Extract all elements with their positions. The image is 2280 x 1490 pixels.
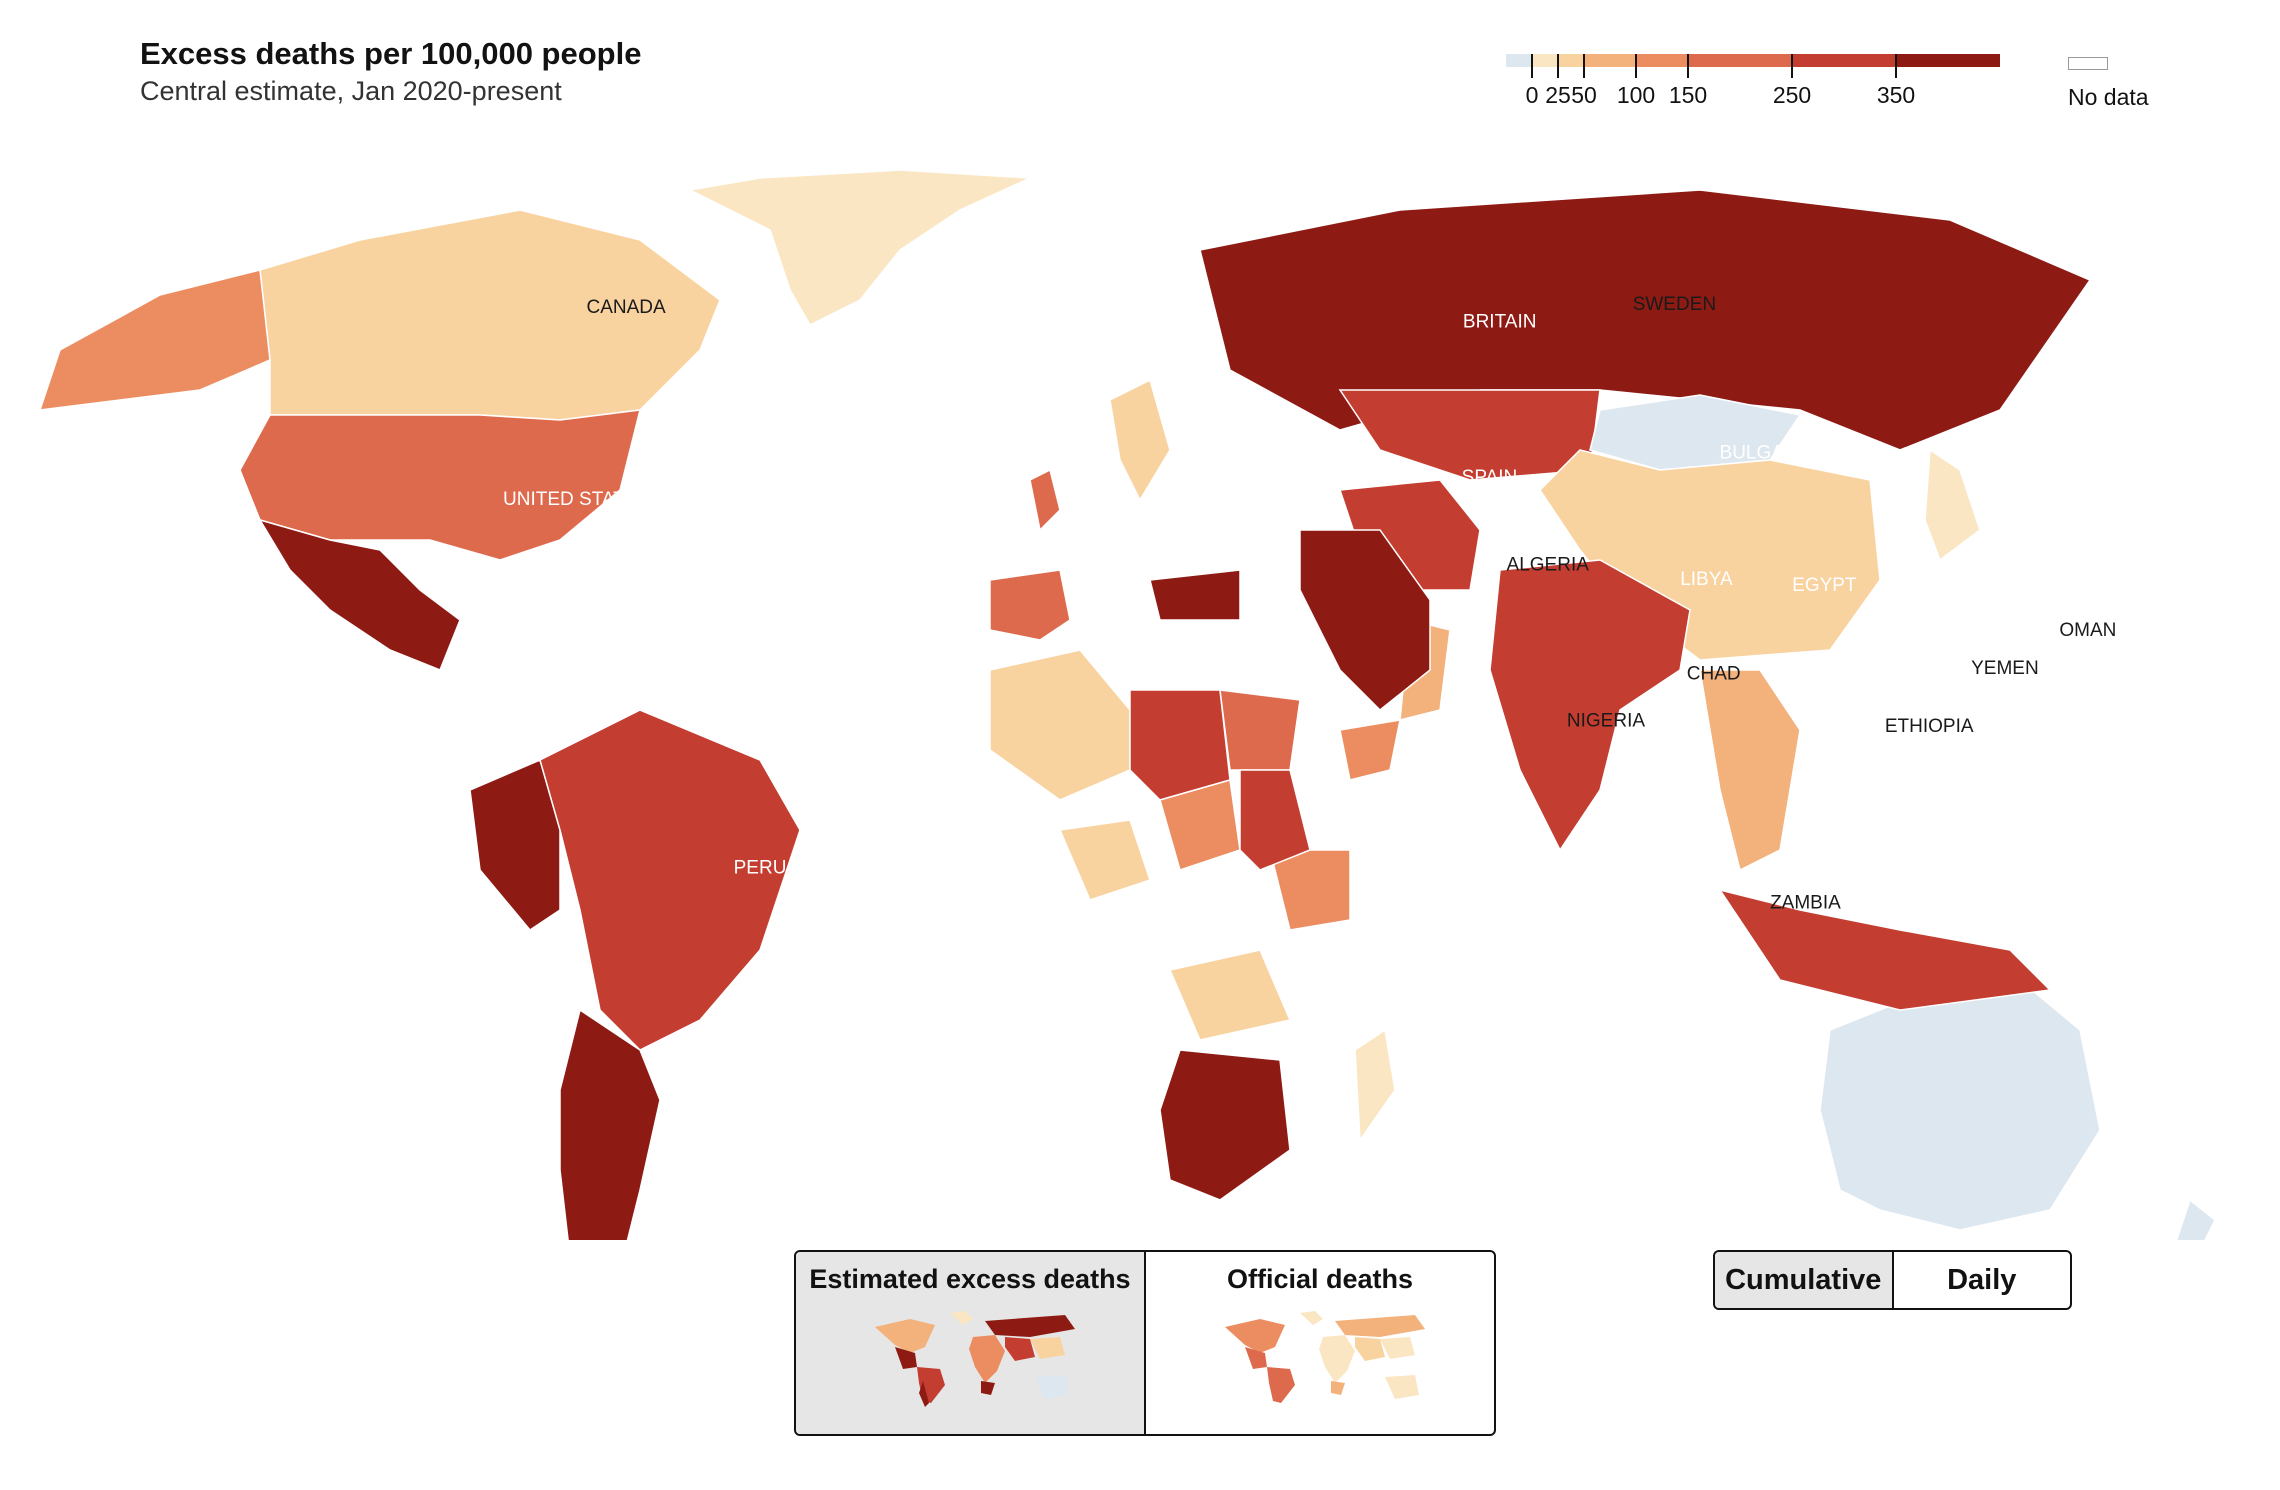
region-argentina[interactable] <box>559 1008 661 1240</box>
legend-tick-150 <box>1687 54 1689 78</box>
region-yemen[interactable] <box>1339 719 1401 781</box>
region-algeria[interactable] <box>989 649 1131 801</box>
legend-swatch-100-to-150 <box>1636 54 1688 67</box>
label-libya: LIBYA <box>1680 569 1733 590</box>
estimated-excess-deaths-option[interactable]: Estimated excess deaths <box>796 1252 1144 1434</box>
label-united-states: UNITED STATES <box>503 489 650 510</box>
region-japan[interactable] <box>1924 448 1981 562</box>
cumulative-option[interactable]: Cumulative <box>1715 1252 1892 1308</box>
region-brazil[interactable] <box>539 709 801 1051</box>
estimated-excess-deaths-label: Estimated excess deaths <box>809 1264 1131 1294</box>
legend-swatch-350-to-450 <box>1896 54 2000 67</box>
region-spain[interactable] <box>989 569 1071 641</box>
label-mexico: MEXICO <box>462 594 537 615</box>
label-chad: CHAD <box>1687 664 1741 685</box>
excess-deaths-thumbnail <box>875 1311 1075 1407</box>
official-deaths-option[interactable]: Official deaths <box>1144 1252 1494 1434</box>
region-britain[interactable] <box>1029 468 1061 532</box>
chart-title: Excess deaths per 100,000 people <box>140 36 642 71</box>
region-india[interactable] <box>1489 559 1691 852</box>
legend-tick-50 <box>1583 54 1585 78</box>
region-alaska[interactable] <box>38 269 271 411</box>
region-sudan[interactable] <box>1239 769 1311 871</box>
map-type-switch: Estimated excess deaths Official deaths <box>794 1250 1496 1436</box>
legend-tick-label-50: 50 <box>1571 82 1597 108</box>
label-kazakhstan: KAZAKHSTAN <box>2078 400 2203 421</box>
legend-tick-label-350: 350 <box>1876 82 1916 108</box>
label-yemen: YEMEN <box>1971 658 2039 679</box>
region-greenland[interactable] <box>687 169 1031 326</box>
legend-swatch-150-to-250 <box>1688 54 1792 67</box>
label-bulgaria: BULGARIA <box>1720 442 1816 463</box>
world-map: RUSSIACANADAUNITED STATESMEXICOPERUBRAZI… <box>38 169 2216 1240</box>
region-madagascar[interactable] <box>1354 1028 1396 1143</box>
legend-swatch--25-to-0 <box>1506 54 1532 67</box>
legend-tick-label-25: 25 <box>1545 82 1571 108</box>
region-china[interactable] <box>1539 449 1881 661</box>
official-deaths-label: Official deaths <box>1226 1264 1414 1294</box>
label-argentina: ARGENTINA <box>871 1086 982 1107</box>
label-zambia: ZAMBIA <box>1770 892 1841 913</box>
region-new-zealand[interactable] <box>2160 1198 2216 1240</box>
label-nigeria: NIGERIA <box>1567 710 1645 731</box>
legend-tick-label-150: 150 <box>1668 82 1708 108</box>
legend-swatch-250-to-350 <box>1792 54 1896 67</box>
time-mode-switch: Cumulative Daily <box>1713 1250 2072 1310</box>
legend-swatch-0-to-25 <box>1532 54 1558 67</box>
legend-tick-350 <box>1895 54 1897 78</box>
region-canada[interactable] <box>259 209 721 421</box>
label-britain: BRITAIN <box>1463 311 1537 332</box>
legend-tick-100 <box>1635 54 1637 78</box>
region-peru[interactable] <box>469 758 561 931</box>
legend-tick-label-0: 0 <box>1525 82 1539 108</box>
legend-swatch-50-to-100 <box>1584 54 1636 67</box>
region-nigeria[interactable] <box>1058 819 1151 901</box>
color-legend: 0 25 50 100 150 250 350 No data <box>1506 54 2149 124</box>
label-iran: IRAN <box>2036 525 2081 546</box>
region-mexico[interactable] <box>258 518 461 671</box>
legend-swatch-25-to-50 <box>1558 54 1584 67</box>
label-brazil: BRAZIL <box>942 870 1009 891</box>
label-canada: CANADA <box>586 297 666 318</box>
region-zambia[interactable] <box>1168 949 1292 1041</box>
legend-tick-label-100: 100 <box>1616 82 1656 108</box>
official-deaths-thumbnail <box>1225 1311 1425 1403</box>
region-libya[interactable] <box>1129 689 1231 801</box>
legend-tick-250 <box>1791 54 1793 78</box>
label-algeria: ALGERIA <box>1507 554 1590 575</box>
label-sweden: SWEDEN <box>1633 294 1716 315</box>
region-sweden[interactable] <box>1109 378 1171 502</box>
daily-option[interactable]: Daily <box>1891 1252 2071 1308</box>
region-egypt[interactable] <box>1219 689 1301 771</box>
label-spain: SPAIN <box>1462 467 1518 488</box>
region-s-africa[interactable] <box>1159 1049 1291 1201</box>
region-australia[interactable] <box>1819 979 2101 1231</box>
legend-tick-25 <box>1557 54 1559 78</box>
region-southeast-asia[interactable] <box>1699 669 1801 872</box>
no-data-swatch <box>2068 57 2108 70</box>
label-egypt: EGYPT <box>1792 575 1857 596</box>
label-ethiopia: ETHIOPIA <box>1885 716 1974 737</box>
chart-subtitle: Central estimate, Jan 2020-present <box>140 76 562 106</box>
label-peru: PERU <box>734 857 787 878</box>
region-bulgaria[interactable] <box>1149 569 1241 621</box>
label-s-africa: S. AFRICA <box>1727 1020 1819 1041</box>
region-united-states[interactable] <box>239 409 641 561</box>
region-ethiopia[interactable] <box>1269 849 1351 931</box>
region-indonesia[interactable] <box>1718 888 2052 1011</box>
region-saudi-arabia[interactable] <box>1299 529 1431 712</box>
legend-tick-0 <box>1531 54 1533 78</box>
label-oman: OMAN <box>2059 620 2116 641</box>
legend-tick-label-250: 250 <box>1772 82 1812 108</box>
region-russia[interactable] <box>1199 189 2092 451</box>
no-data-label: No data <box>2068 84 2149 110</box>
